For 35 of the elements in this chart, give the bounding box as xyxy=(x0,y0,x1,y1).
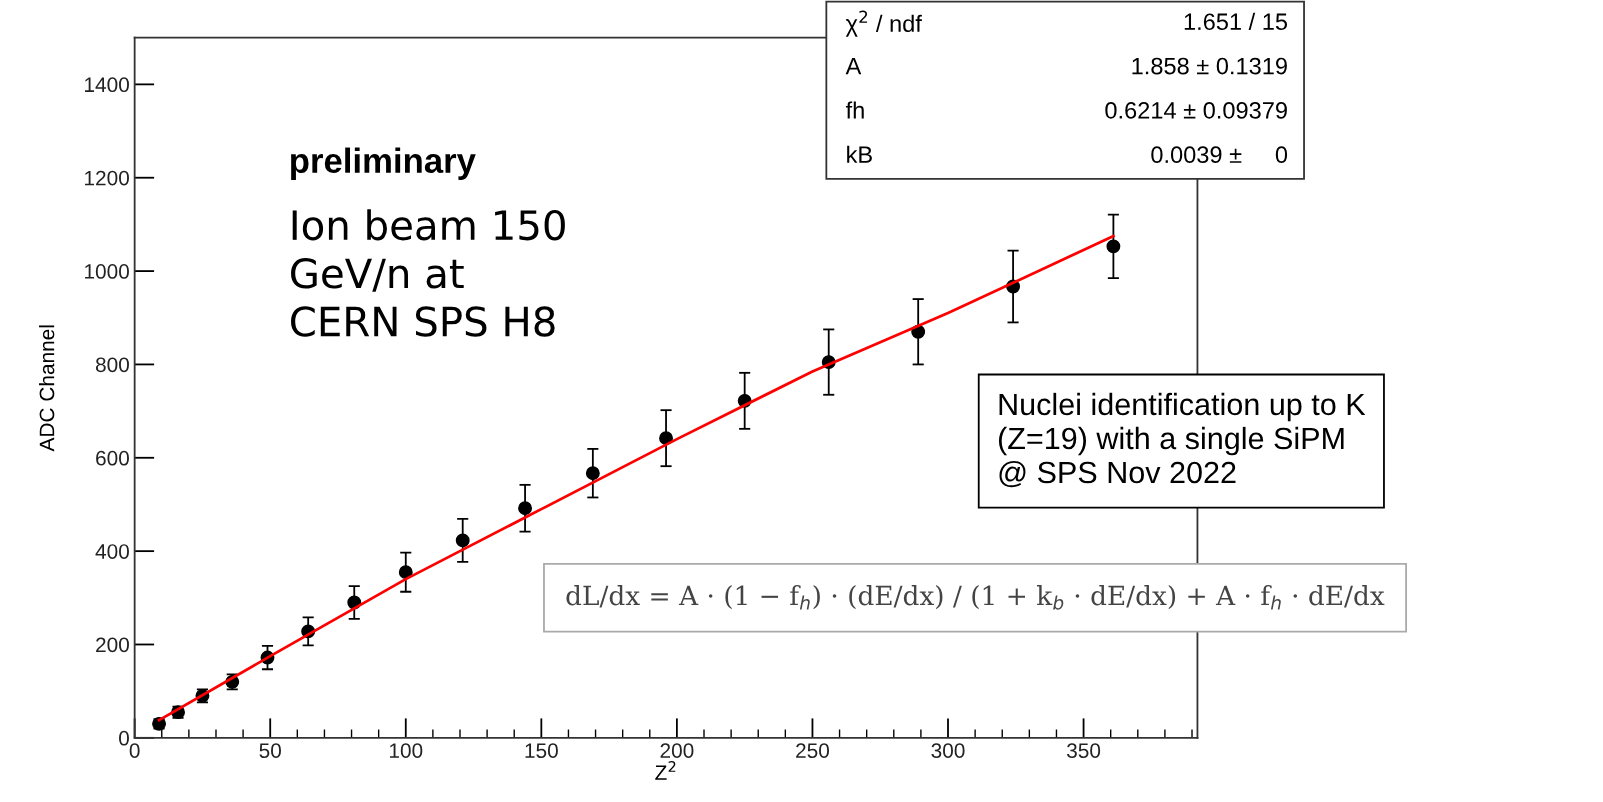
point xyxy=(518,501,533,516)
x-tick-label: 150 xyxy=(525,743,558,758)
annotation: 0.6214 ± 0.09379 xyxy=(1105,102,1287,119)
annotation: A xyxy=(845,57,862,75)
x-tick-label: 200 xyxy=(660,743,694,758)
point xyxy=(585,466,600,481)
annotation: Nuclei identification up to K (Z=19) with a single SiPM @ SPS Nov 2022 xyxy=(998,392,1366,488)
annotation: Ion beam 150 GeV/n at CERN SPS H8 xyxy=(291,209,565,337)
y-tick-label: 1000 xyxy=(85,264,129,279)
annotation: 0.0039 ± 0 xyxy=(1151,146,1288,164)
text: χ$^{2}$ / ndf xyxy=(845,10,922,37)
y-tick-label: 600 xyxy=(96,450,129,466)
y-tick-label: 1200 xyxy=(85,170,129,186)
y-axis-title: ADC Channel xyxy=(39,325,55,452)
y-tick-label: 400 xyxy=(95,544,129,559)
x-tick-label: 100 xyxy=(389,743,423,758)
y-tick-label: 200 xyxy=(96,637,129,653)
annotation: dL/dx = A · (1 − f$_{h}$) · (dE/dx) / (1 + k$_{b}$ · dE/dx) + A · f$_{h}$ · dE/dx xyxy=(566,585,1385,610)
text: 1.651 / 15 xyxy=(1184,12,1288,31)
point xyxy=(1106,239,1121,254)
point xyxy=(398,565,413,580)
annotation: fh xyxy=(845,101,864,119)
y-tick-label: 0 xyxy=(119,730,129,746)
x-tick-label: 350 xyxy=(1066,743,1101,758)
y-tick-label: 1400 xyxy=(85,77,129,93)
annotation: preliminary xyxy=(291,147,476,180)
x-axis-title: Z$^{2}$ xyxy=(655,761,676,780)
y-tick-label: 800 xyxy=(95,357,129,373)
x-tick-label: 50 xyxy=(259,743,281,758)
x-tick-label: 300 xyxy=(931,743,965,758)
annotation: kB xyxy=(847,145,872,163)
x-tick-label: 0 xyxy=(129,743,140,758)
x-tick-label: 250 xyxy=(796,743,830,758)
point xyxy=(455,533,470,548)
annotation: 1.858 ± 0.1319 xyxy=(1132,57,1287,75)
